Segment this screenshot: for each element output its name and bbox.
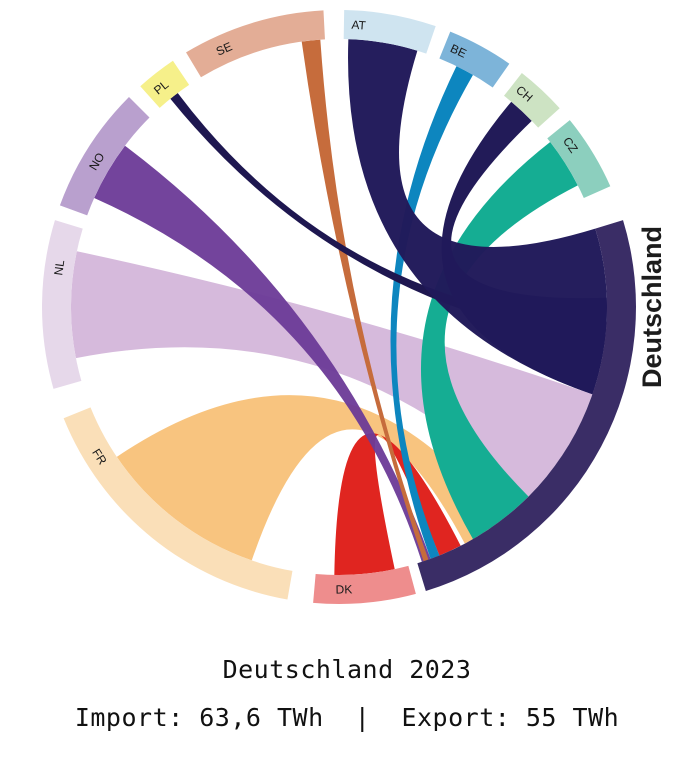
flow-ribbon-at xyxy=(348,39,608,395)
flow-ribbons xyxy=(70,39,608,576)
flow-ribbon-dk xyxy=(334,433,461,576)
figure-totals: Import: 63,6 TWh | Export: 55 TWh xyxy=(0,703,694,732)
flow-ribbon-be xyxy=(390,66,473,559)
separator-glyph: | xyxy=(354,703,371,732)
country-segments xyxy=(42,10,636,605)
segment-pl xyxy=(140,60,190,108)
label-be: BE xyxy=(448,41,468,60)
import-total: Import: 63,6 TWh xyxy=(74,703,324,732)
flow-ribbon-se xyxy=(301,39,429,562)
segment-be xyxy=(439,31,510,88)
flow-ribbon-no xyxy=(94,145,431,562)
segment-dk xyxy=(313,565,416,605)
label-dk: DK xyxy=(335,582,352,596)
flow-ribbon-cz xyxy=(420,142,578,540)
segment-nl xyxy=(42,220,83,389)
label-at: AT xyxy=(351,18,367,33)
totals-separator: | xyxy=(339,703,386,732)
segment-cz xyxy=(547,120,611,198)
figure-title: Deutschland 2023 xyxy=(222,655,472,684)
segment-deutschland xyxy=(417,220,636,592)
label-deutschland: Deutschland xyxy=(637,226,667,388)
segment-at xyxy=(343,10,436,54)
label-se: SE xyxy=(214,39,234,58)
segment-fr xyxy=(63,407,293,600)
export-total: Export: 55 TWh xyxy=(401,703,620,732)
segment-ch xyxy=(504,72,560,128)
segment-no xyxy=(59,96,150,216)
label-nl: NL xyxy=(51,259,67,276)
segment-se xyxy=(186,10,325,78)
